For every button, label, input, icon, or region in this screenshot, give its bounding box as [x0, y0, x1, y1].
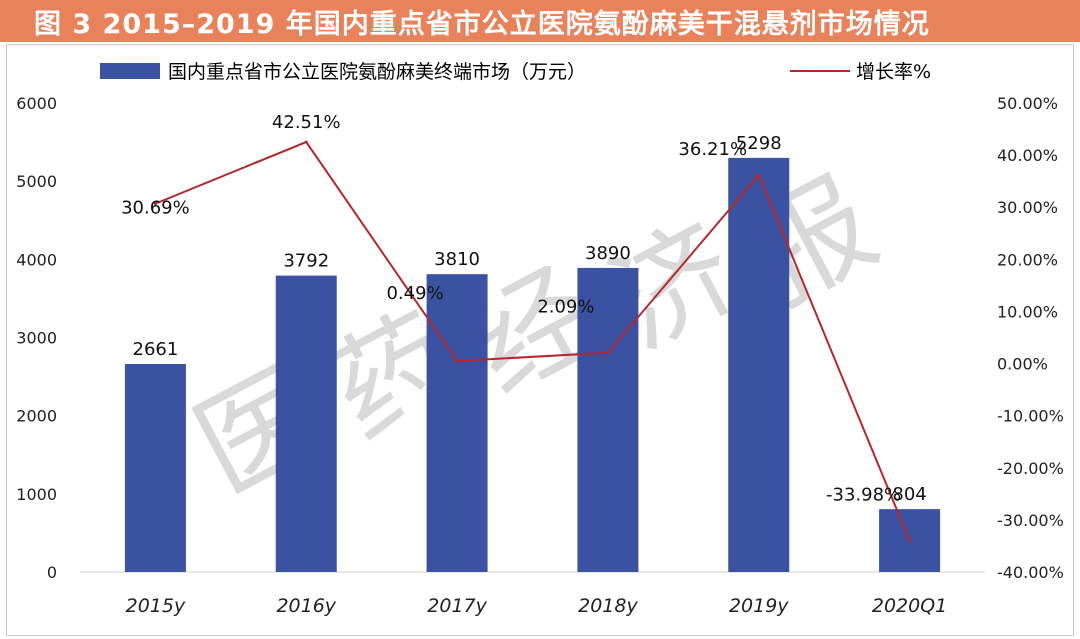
x-tick-label: 2018y — [578, 595, 638, 617]
x-tick-label: 2019y — [729, 595, 789, 617]
chart-title: 图 3 2015–2019 年国内重点省市公立医院氨酚麻美干混悬剂市场情况 — [0, 0, 1080, 42]
y-left-tick-label: 2000 — [16, 407, 57, 426]
x-axis: 2015y 2016y 2017y 2018y 2019y 2020Q1 — [80, 571, 985, 617]
y-left-tick-label: 4000 — [16, 250, 57, 269]
bar — [275, 275, 337, 572]
y-right-tick-label: 10.00% — [997, 302, 1058, 321]
line-data-label: 0.49% — [386, 283, 443, 304]
y-right-tick-label: -20.00% — [997, 459, 1064, 478]
line-data-labels: 30.69% 42.51% 0.49% 2.09% 36.21% -33.98% — [121, 112, 901, 506]
x-tick-label: 2016y — [276, 595, 336, 617]
legend-bar-label: 国内重点省市公立医院氨酚麻美终端市场（万元） — [168, 61, 586, 83]
bar-data-labels: 2661 3792 3810 3890 5298 804 — [133, 133, 927, 505]
y-left-tick-label: 0 — [47, 563, 57, 582]
bar — [577, 267, 639, 572]
y-right-tick-label: 40.00% — [997, 146, 1058, 165]
y-left-tick-label: 6000 — [16, 94, 57, 113]
growth-line — [155, 140, 911, 542]
line-point — [757, 173, 761, 177]
bar-data-label: 3810 — [434, 249, 480, 270]
bar — [728, 157, 790, 573]
y-right-tick-label: -30.00% — [997, 511, 1064, 530]
y-right-tick-label: 30.00% — [997, 198, 1058, 217]
growth-line-series — [153, 140, 912, 543]
line-point — [606, 351, 610, 355]
bar-data-label: 2661 — [133, 339, 179, 360]
y-right-tick-label: 20.00% — [997, 250, 1058, 269]
y-right-tick-label: 50.00% — [997, 94, 1058, 113]
x-tick-label: 2015y — [126, 595, 186, 617]
chart-frame — [6, 44, 1074, 636]
y-right-tick-label: 0.00% — [997, 355, 1048, 374]
line-data-label: 30.69% — [121, 198, 190, 219]
y-left-tick-label: 5000 — [16, 172, 57, 191]
y-axis-right: -40.00% -30.00% -20.00% -10.00% 0.00% 10.00% 2… — [997, 94, 1064, 582]
line-point — [304, 140, 308, 144]
line-data-label: 36.21% — [678, 139, 747, 160]
bar-data-label: 3792 — [283, 251, 329, 272]
y-right-tick-label: -10.00% — [997, 407, 1064, 426]
bar-data-label: 804 — [892, 484, 926, 505]
x-tick-label: 2017y — [427, 595, 487, 617]
line-point — [908, 539, 912, 543]
line-point — [455, 359, 459, 363]
line-data-label: 2.09% — [537, 297, 594, 318]
line-data-label: -33.98% — [826, 485, 901, 506]
bar — [124, 363, 186, 572]
y-left-tick-label: 1000 — [16, 485, 57, 504]
y-left-tick-label: 3000 — [16, 329, 57, 348]
legend: 国内重点省市公立医院氨酚麻美终端市场（万元） 增长率% — [100, 61, 931, 83]
y-axis-left: 0 1000 2000 3000 4000 5000 6000 — [16, 94, 57, 582]
legend-bar-swatch — [100, 63, 160, 79]
x-tick-label: 2020Q1 — [872, 595, 947, 617]
bar — [426, 274, 488, 572]
bar-series — [124, 157, 941, 573]
bar-data-label: 5298 — [736, 133, 782, 154]
bar-data-label: 3890 — [585, 243, 631, 264]
line-data-label: 42.51% — [272, 112, 341, 133]
line-point — [153, 202, 157, 206]
y-right-tick-label: -40.00% — [997, 563, 1064, 582]
legend-line-label: 增长率% — [856, 61, 931, 83]
